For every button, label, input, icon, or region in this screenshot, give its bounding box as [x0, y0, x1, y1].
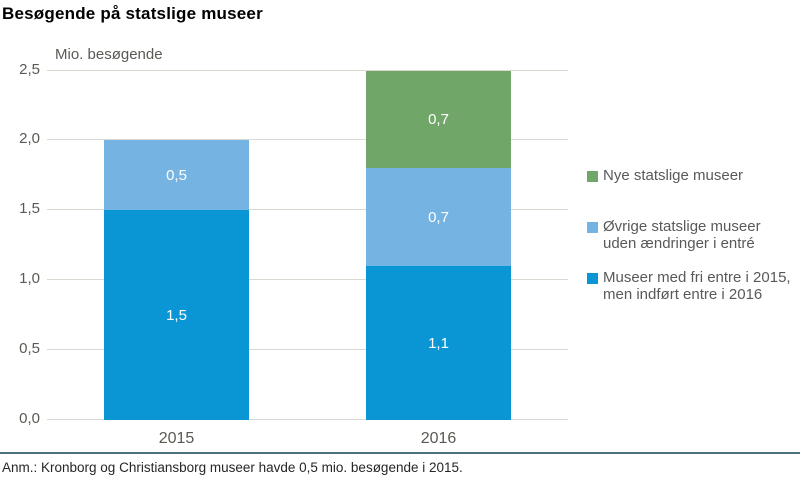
legend-swatch	[587, 171, 598, 182]
footnote-text: Anm.: Kronborg og Christiansborg museer …	[2, 460, 463, 475]
bar-segment: 0,7	[366, 168, 511, 267]
legend: Nye statslige museer Øvrige statslige mus…	[583, 0, 800, 400]
x-tick-label: 2016	[420, 430, 457, 447]
footnote-divider	[0, 452, 800, 454]
legend-swatch	[587, 273, 598, 284]
bar-segment: 0,5	[104, 140, 249, 211]
segment-value-label: 0,7	[428, 110, 449, 128]
legend-item: Nye statslige museer	[587, 167, 743, 184]
segment-value-label: 1,1	[428, 334, 449, 352]
segment-value-label: 0,5	[166, 166, 187, 184]
bar-segment: 1,1	[366, 266, 511, 420]
segment-value-label: 0,7	[428, 208, 449, 226]
legend-label: Øvrige statslige museer uden ændringer i …	[603, 218, 761, 252]
gridline	[47, 139, 568, 141]
gridline	[47, 279, 568, 281]
y-tick-label: 1,5	[19, 200, 40, 218]
gridline	[47, 349, 568, 351]
y-tick-label: 0,5	[19, 340, 40, 358]
legend-label: Nye statslige museer	[603, 167, 744, 184]
bar-2016: 1,1 0,7 0,7	[366, 70, 511, 420]
legend-item: Museer med fri entre i 2015, men indført …	[587, 269, 791, 303]
y-tick-label: 2,0	[19, 130, 40, 148]
y-tick-label: 1,0	[19, 270, 40, 288]
y-tick-label: 2,5	[19, 60, 40, 78]
legend-swatch	[587, 222, 598, 233]
legend-label: Museer med fri entre i 2015, men indført …	[603, 269, 791, 303]
gridline	[47, 209, 568, 211]
bar-segment: 0,7	[366, 70, 511, 169]
legend-item: Øvrige statslige museer uden ændringer i …	[587, 218, 761, 252]
chart-title: Besøgende på statslige museer	[2, 4, 263, 23]
y-axis-title: Mio. besøgende	[55, 46, 163, 63]
bar-segment: 1,5	[104, 210, 249, 420]
y-tick-label: 0,0	[19, 410, 40, 427]
gridline	[47, 419, 568, 420]
gridline	[47, 69, 568, 71]
x-tick-label: 2015	[158, 430, 195, 447]
segment-value-label: 1,5	[166, 306, 187, 324]
bar-2015: 1,5 0,5	[104, 140, 249, 420]
